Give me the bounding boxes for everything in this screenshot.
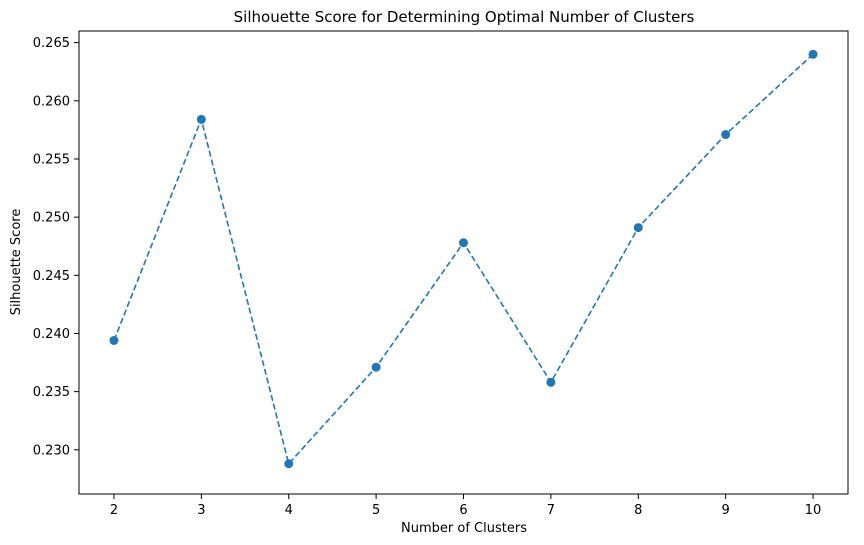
y-tick-label: 0.230 (33, 443, 70, 458)
y-tick-label: 0.250 (33, 211, 70, 226)
data-point (721, 130, 731, 140)
y-tick-label: 0.265 (33, 36, 70, 51)
data-point (808, 49, 818, 59)
y-tick-label: 0.245 (33, 269, 70, 284)
x-tick-label: 4 (285, 503, 293, 518)
x-axis: 2 3 4 5 6 7 8 9 10 (110, 494, 822, 518)
x-tick-label: 5 (372, 503, 380, 518)
data-point (459, 238, 468, 248)
data-point (196, 114, 206, 124)
series-markers (109, 49, 818, 469)
y-tick-label: 0.235 (33, 385, 70, 400)
x-tick-label: 10 (805, 503, 822, 518)
data-point (284, 459, 294, 469)
x-tick-label: 7 (547, 503, 555, 518)
y-tick-label: 0.240 (33, 327, 70, 342)
x-tick-label: 3 (197, 503, 205, 518)
series-line (113, 53, 814, 466)
x-tick-label: 9 (722, 503, 730, 518)
data-point (109, 335, 119, 345)
x-axis-label: Number of Clusters (401, 521, 527, 536)
y-axis: 0.230 0.235 0.240 0.245 0.250 0.255 0.260 0.265 (33, 36, 79, 458)
y-tick-label: 0.255 (33, 152, 70, 167)
plot-frame (78, 30, 849, 495)
x-tick-label: 6 (459, 503, 467, 518)
x-tick-label: 2 (110, 503, 118, 518)
data-point (371, 362, 381, 372)
data-point (546, 377, 556, 387)
y-axis-label: Silhouette Score (9, 209, 24, 316)
y-tick-label: 0.260 (33, 94, 70, 109)
chart-title: Silhouette Score for Determining Optimal… (234, 8, 695, 26)
data-point (633, 223, 643, 233)
x-tick-label: 8 (634, 503, 642, 518)
